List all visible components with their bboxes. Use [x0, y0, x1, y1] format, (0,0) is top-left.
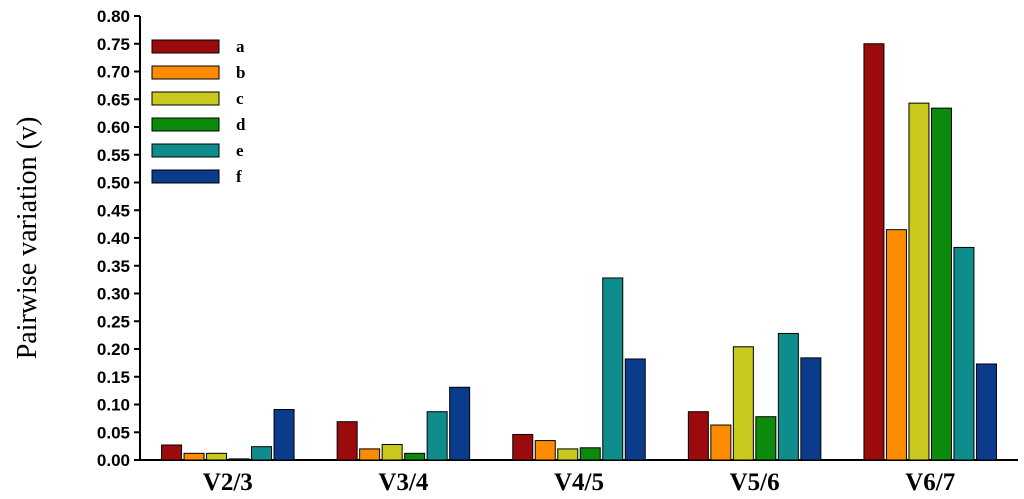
y-tick-label: 0.05 — [97, 423, 130, 442]
bar-e-v2-3 — [251, 446, 273, 461]
legend-label-f: f — [236, 167, 242, 186]
legend-label-a: a — [236, 37, 245, 56]
bar-c-v2-3 — [206, 452, 228, 461]
bar-a-v5-6 — [687, 411, 709, 461]
legend-label-e: e — [236, 141, 244, 160]
legend-label-c: c — [236, 89, 244, 108]
y-tick-label: 0.40 — [97, 229, 130, 248]
y-axis: 0.00 0.05 0.10 0.15 0.20 0.25 0.30 0.35 0.40 0.45… — [97, 7, 141, 470]
legend-label-d: d — [236, 115, 246, 134]
bar-b-v2-3 — [183, 452, 205, 461]
y-tick-label: 0.80 — [97, 7, 130, 26]
legend-swatch-a — [151, 39, 220, 54]
legend-swatch-c — [151, 91, 220, 106]
x-tick-label: V2/3 — [203, 469, 253, 496]
x-tick-label: V4/5 — [554, 469, 604, 496]
x-tick-label: V5/6 — [730, 469, 780, 496]
bar-a-v3-4 — [336, 421, 358, 461]
bar-f-v2-3 — [273, 408, 295, 461]
bar-f-v4-5 — [624, 358, 646, 461]
bar-a-v2-3 — [161, 444, 183, 461]
bar-c-v6-7 — [908, 102, 930, 461]
y-tick-label: 0.25 — [97, 312, 130, 331]
bar-e-v3-4 — [426, 411, 448, 461]
x-tick-label: V3/4 — [378, 469, 429, 496]
bar-b-v5-6 — [710, 424, 732, 461]
legend-swatch-f — [151, 169, 220, 184]
bars — [161, 43, 997, 461]
y-axis-label: Pairwise variation (v) — [12, 117, 43, 360]
bar-d-v3-4 — [404, 452, 426, 461]
y-tick-label: 0.55 — [97, 146, 130, 165]
legend-swatch-b — [151, 65, 220, 80]
y-tick-label: 0.10 — [97, 396, 130, 415]
y-tick-label: 0.00 — [97, 451, 130, 470]
bar-f-v3-4 — [449, 386, 471, 461]
y-tick-label: 0.70 — [97, 63, 130, 82]
bar-b-v3-4 — [359, 448, 381, 461]
bar-f-v5-6 — [800, 357, 822, 461]
y-tick-label: 0.15 — [97, 368, 130, 387]
bar-e-v6-7 — [953, 246, 975, 461]
bar-e-v4-5 — [602, 277, 624, 461]
y-tick-label: 0.75 — [97, 35, 130, 54]
bar-d-v6-7 — [930, 107, 952, 461]
legend-swatch-d — [151, 117, 220, 132]
bar-b-v6-7 — [885, 229, 907, 461]
bar-a-v4-5 — [512, 433, 534, 461]
y-tick-label: 0.30 — [97, 285, 130, 304]
y-tick-label: 0.60 — [97, 118, 130, 137]
y-tick-label: 0.35 — [97, 257, 130, 276]
y-tick-label: 0.20 — [97, 340, 130, 359]
y-tick-label: 0.45 — [97, 201, 130, 220]
bar-b-v4-5 — [534, 440, 556, 461]
x-axis: V2/3 V3/4 V4/5 V5/6 V6/7 — [140, 459, 1018, 496]
bar-f-v6-7 — [975, 363, 997, 461]
bar-d-v2-3 — [228, 458, 250, 461]
bar-c-v4-5 — [557, 448, 579, 461]
bar-c-v5-6 — [732, 346, 754, 461]
legend-label-b: b — [236, 63, 245, 82]
y-tick-label: 0.50 — [97, 174, 130, 193]
bar-d-v4-5 — [579, 447, 601, 461]
bar-c-v3-4 — [381, 443, 403, 461]
x-tick-label: V6/7 — [905, 469, 955, 496]
bar-e-v5-6 — [777, 332, 799, 461]
y-tick-label: 0.65 — [97, 90, 130, 109]
legend-swatch-e — [151, 143, 220, 158]
bar-d-v5-6 — [755, 416, 777, 461]
bar-a-v6-7 — [863, 43, 885, 461]
